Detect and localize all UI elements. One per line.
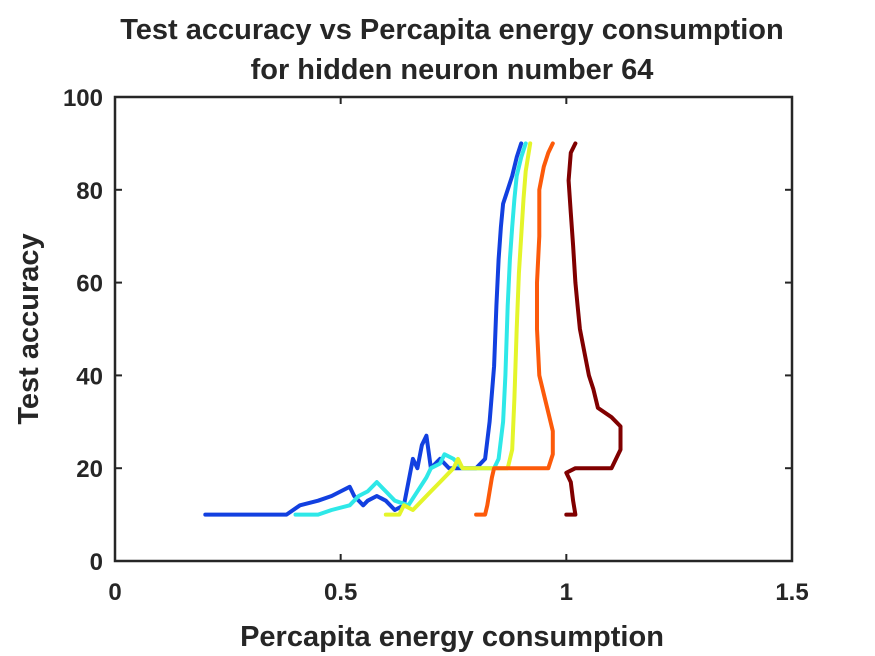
x-tick-label: 1.5 (775, 579, 808, 606)
y-tick-label: 60 (76, 271, 103, 298)
y-tick-label: 0 (90, 549, 103, 576)
chart-title-line-1: Test accuracy vs Percapita energy consum… (120, 14, 784, 46)
series-line-5 (564, 141, 623, 517)
series-line-1 (203, 141, 524, 517)
axes-box (113, 95, 794, 563)
series-layer (203, 141, 623, 517)
x-axis-label: Percapita energy consumption (240, 621, 664, 653)
y-tick-label: 100 (63, 85, 103, 112)
y-tick-label: 80 (76, 178, 103, 205)
tick-layer: 0 0.5 1 1.5 0 20 40 60 80 100 (63, 85, 809, 606)
x-tick-label: 0.5 (324, 579, 357, 606)
series-line-2 (293, 141, 528, 517)
series-line-3 (383, 141, 533, 517)
y-tick-label: 40 (76, 363, 103, 390)
y-axis-label: Test accuracy (13, 233, 45, 424)
chart-title-line-2: for hidden neuron number 64 (251, 54, 654, 86)
x-tick-label: 0 (108, 579, 121, 606)
y-tick-label: 20 (76, 456, 103, 483)
x-tick-label: 1 (560, 579, 573, 606)
series-line-4 (474, 141, 555, 517)
